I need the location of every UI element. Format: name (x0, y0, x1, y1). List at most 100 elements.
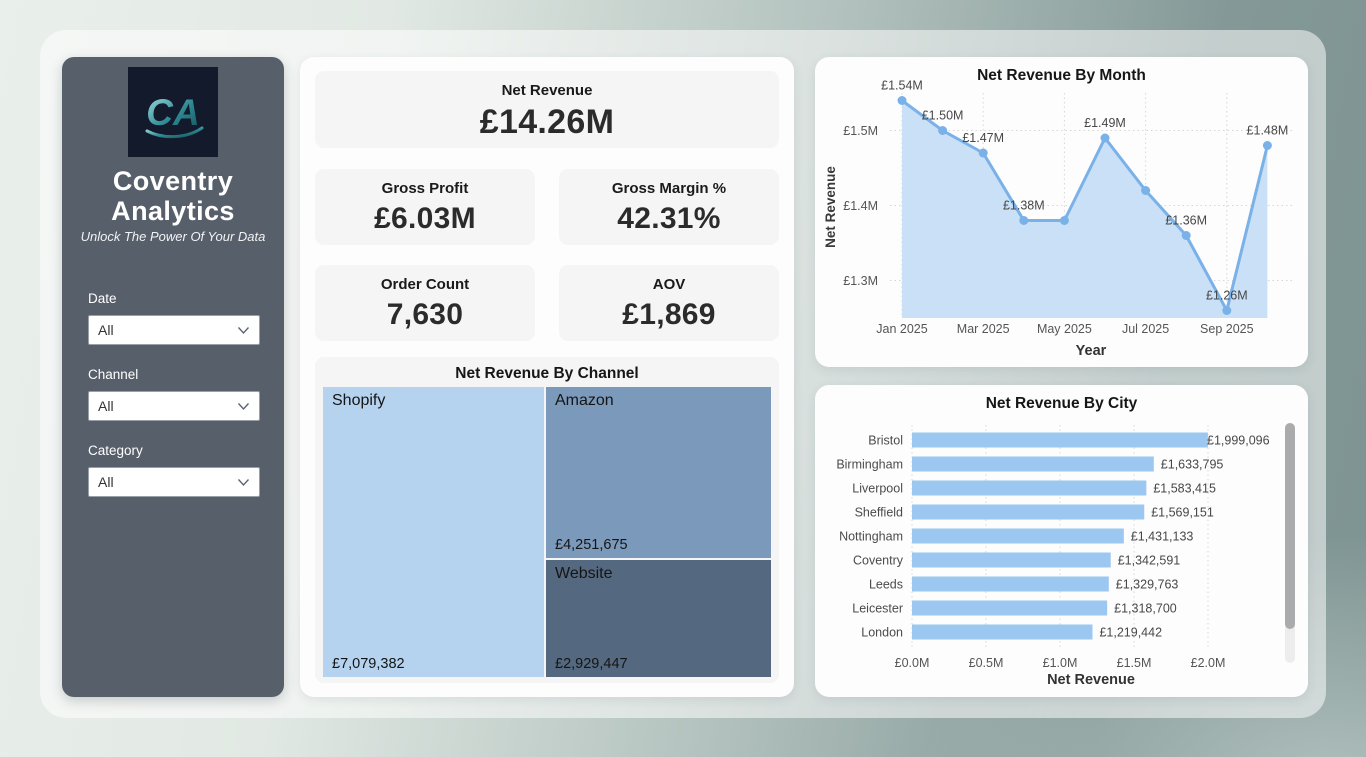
chevron-down-icon (237, 478, 250, 486)
company-logo: CA (128, 67, 218, 157)
treemap-title: Net Revenue By Channel (455, 365, 639, 382)
line-point-jan-2025[interactable] (897, 96, 907, 105)
treemap-tile-website[interactable]: Website £2,929,447 (546, 560, 771, 677)
filter-date-label: Date (88, 291, 117, 306)
line-point-may-2025[interactable] (1059, 216, 1069, 225)
x-tick-label: May 2025 (1037, 322, 1092, 336)
kpi-gross-margin-value: 42.31% (617, 202, 721, 235)
line-series (900, 99, 1269, 312)
line-point-mar-2025[interactable] (978, 148, 988, 158)
month-chart-title: Net Revenue By Month (977, 67, 1146, 84)
brand-title-line2: Analytics (111, 195, 235, 226)
net-revenue-by-month-panel: Net Revenue By Month £1.3M £1.4M £1.5M Jan … (815, 57, 1308, 367)
category-label: Birmingham (836, 458, 903, 472)
logo-monogram: CA (146, 92, 199, 133)
treemap-channel-card: Net Revenue By Channel Shopify £7,079,382… (315, 357, 779, 683)
line-point-apr-2025[interactable] (1019, 216, 1029, 225)
x-tick-label: £1.5M (1117, 656, 1152, 670)
y-tick-label: £1.5M (843, 124, 878, 138)
filter-category-select[interactable]: All (88, 467, 260, 497)
bar-liverpool[interactable] (912, 480, 1147, 496)
net-revenue-by-city-panel: Net Revenue By City £0.0M £0.5M £1.0M £1.5M… (815, 385, 1308, 697)
bar-sheffield[interactable] (912, 504, 1145, 520)
category-label: Nottingham (839, 530, 903, 544)
kpi-order-count-value: 7,630 (386, 298, 464, 331)
bar-value-label: £1,583,415 (1153, 482, 1216, 496)
filter-category-value: All (98, 474, 114, 490)
x-tick-label: Sep 2025 (1200, 322, 1254, 336)
treemap-tile-amazon[interactable]: Amazon £4,251,675 (546, 387, 771, 558)
scrollbar-thumb[interactable] (1285, 423, 1295, 629)
category-label: Liverpool (852, 482, 903, 496)
treemap-tile-label: Shopify (332, 392, 386, 409)
vertical-scrollbar[interactable] (1285, 423, 1295, 663)
bar-value-label: £1,342,591 (1118, 554, 1181, 568)
data-label: £1.49M (1084, 116, 1126, 130)
x-tick-label: Jul 2025 (1122, 322, 1169, 336)
filter-date-select[interactable]: All (88, 315, 260, 345)
bar-london[interactable] (912, 624, 1093, 640)
filter-channel-select[interactable]: All (88, 391, 260, 421)
x-axis-title: Net Revenue (1047, 672, 1135, 688)
category-label: Coventry (853, 554, 904, 568)
kpi-net-revenue-value: £14.26M (479, 103, 615, 141)
kpi-gross-margin: Gross Margin % 42.31% (559, 169, 779, 245)
bar-chart: £0.0M £0.5M £1.0M £1.5M £2.0M Bristol £1,999,0… (836, 425, 1270, 688)
bar-leicester[interactable] (912, 600, 1108, 616)
line-point-aug-2025[interactable] (1181, 231, 1191, 240)
bar-value-label: £1,329,763 (1116, 578, 1179, 592)
line-point-feb-2025[interactable] (938, 126, 948, 135)
filter-date: Date All (88, 291, 260, 345)
treemap-tile-label: Amazon (555, 392, 614, 409)
filter-section: Date All Channel All Category All (88, 291, 260, 519)
line-point-jul-2025[interactable] (1141, 186, 1151, 195)
ca-logo-icon: CA (145, 92, 204, 139)
data-label: £1.38M (1003, 199, 1045, 213)
kpi-gross-profit-title: Gross Profit (381, 180, 469, 197)
filter-channel-label: Channel (88, 367, 139, 382)
bar-value-label: £1,633,795 (1161, 458, 1224, 472)
filter-date-value: All (98, 322, 114, 338)
kpi-gross-profit-value: £6.03M (374, 202, 476, 235)
category-label: London (861, 626, 903, 640)
kpi-aov: AOV £1,869 (559, 265, 779, 341)
bar-value-label: £1,569,151 (1151, 506, 1214, 520)
brand-title-line1: Coventry (112, 166, 234, 196)
line-point-oct-2025[interactable] (1262, 141, 1272, 150)
kpi-net-revenue-title: Net Revenue (501, 82, 593, 99)
kpi-order-count: Order Count 7,630 (315, 265, 535, 341)
treemap-chart: Shopify £7,079,382 Amazon £4,251,675 Website… (323, 387, 771, 677)
treemap-tile-value: £4,251,675 (555, 537, 628, 553)
y-tick-label: £1.4M (843, 199, 878, 213)
category-label: Leicester (852, 602, 903, 616)
category-label: Bristol (868, 434, 903, 448)
chevron-down-icon (237, 402, 250, 410)
bar-value-label: £1,318,700 (1114, 602, 1177, 616)
line-chart: £1.3M £1.4M £1.5M Jan 2025 Mar 2025 May 2025 J… (823, 79, 1293, 359)
bar-value-label: £1,431,133 (1131, 530, 1194, 544)
line-point-sep-2025[interactable] (1222, 306, 1232, 315)
treemap-tile-shopify[interactable]: Shopify £7,079,382 (323, 387, 544, 677)
data-label: £1.47M (962, 131, 1004, 145)
data-label: £1.48M (1247, 124, 1289, 138)
treemap-tile-value: £2,929,447 (555, 656, 628, 672)
city-chart-title: Net Revenue By City (985, 395, 1138, 412)
data-label: £1.36M (1165, 214, 1207, 228)
brand-title: Coventry Analytics (62, 166, 284, 226)
bar-nottingham[interactable] (912, 528, 1124, 544)
bar-leeds[interactable] (912, 576, 1109, 592)
bar-bristol[interactable] (912, 432, 1208, 448)
bar-coventry[interactable] (912, 552, 1111, 568)
bar-birmingham[interactable] (912, 456, 1154, 472)
x-tick-label: Jan 2025 (876, 322, 927, 336)
line-area-fill (902, 100, 1268, 318)
x-tick-label: £2.0M (1191, 656, 1226, 670)
treemap-tile-value: £7,079,382 (332, 656, 405, 672)
line-point-jun-2025[interactable] (1100, 133, 1110, 143)
x-tick-label: £0.0M (895, 656, 930, 670)
category-label: Leeds (869, 578, 903, 592)
sidebar: CA Coventry Analytics Unlock The Power O… (62, 57, 284, 697)
filter-category: Category All (88, 443, 260, 497)
kpi-order-count-title: Order Count (380, 276, 470, 293)
y-axis-title: Net Revenue (823, 166, 838, 248)
